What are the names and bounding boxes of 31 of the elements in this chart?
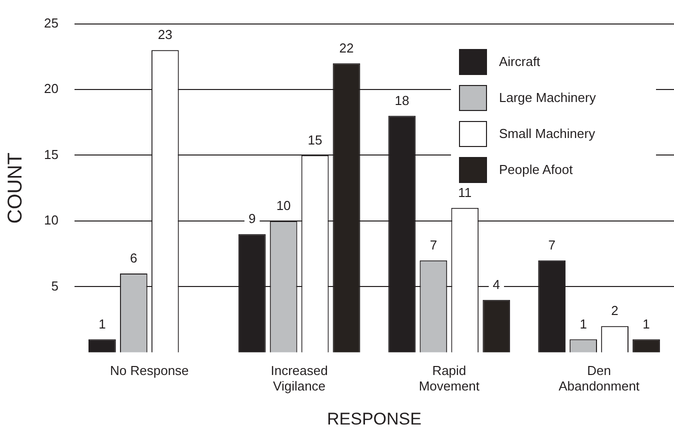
- data-label: 23: [158, 27, 172, 42]
- data-label: 11: [458, 184, 472, 200]
- data-label: 6: [130, 250, 138, 266]
- legend-label: Large Machinery: [499, 90, 596, 106]
- y-tick-label: 10: [44, 212, 58, 228]
- y-tick-label: 15: [44, 146, 58, 162]
- x-tick-label: No Response: [110, 362, 189, 378]
- data-label: 7: [548, 237, 556, 252]
- data-label: 7: [430, 237, 438, 252]
- x-tick-label: Den Abandonment: [558, 362, 640, 394]
- data-label: 1: [98, 316, 106, 332]
- data-label: 2: [611, 303, 618, 318]
- data-label: 15: [308, 132, 322, 148]
- y-tick-label: 25: [44, 15, 58, 30]
- legend-label: Small Machinery: [499, 126, 596, 142]
- x-tick-label: Rapid Movement: [418, 362, 480, 394]
- y-tick-label: 20: [44, 81, 58, 96]
- legend-label: People Afoot: [499, 162, 573, 178]
- data-label: 4: [492, 276, 500, 292]
- data-label: 18: [394, 92, 410, 108]
- y-tick-label: 5: [51, 278, 58, 294]
- legend-label: Aircraft: [499, 54, 540, 70]
- y-axis-title: COUNT: [4, 152, 27, 224]
- data-label: 1: [580, 316, 587, 332]
- x-axis-title: RESPONSE: [326, 409, 422, 428]
- bar: [88, 339, 116, 352]
- data-label: 9: [248, 211, 256, 226]
- data-label: 1: [642, 316, 650, 332]
- x-tick-label: Increased Vigilance: [270, 362, 328, 394]
- data-label: 22: [339, 40, 354, 56]
- data-label: 10: [276, 198, 291, 214]
